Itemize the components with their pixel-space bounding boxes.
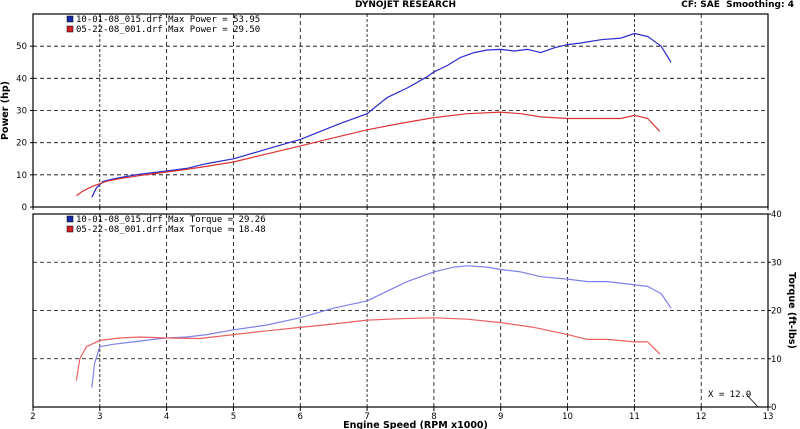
correction-factor-label: CF: SAE <box>681 0 720 10</box>
y-tick-label: 0 <box>771 403 776 413</box>
y-tick-label: 50 <box>16 42 27 52</box>
chart-header-title: DYNOJET RESEARCH <box>355 0 457 10</box>
x-tick-label: 5 <box>231 412 236 422</box>
x-tick-label: 4 <box>164 412 169 422</box>
x-tick-label: 13 <box>763 412 774 422</box>
series-line-run2 <box>75 317 661 381</box>
y-tick-label: 30 <box>771 258 782 268</box>
legend-swatch <box>66 225 74 233</box>
y-axis-title: Power (hp) <box>0 81 11 140</box>
x-tick-label: 3 <box>97 412 102 422</box>
legend-entry: 10-01-08_015.drf Max Power = 53.95 <box>76 15 260 25</box>
x-tick-label: 10 <box>562 412 573 422</box>
x-tick-label: 9 <box>498 412 503 422</box>
legend-swatch <box>66 15 74 23</box>
y-tick-label: 10 <box>16 171 27 181</box>
x-axis-title: Engine Speed (RPM x1000) <box>343 420 488 429</box>
legend-entry: 05-22-08_001.drf Max Power = 29.50 <box>76 25 260 35</box>
y-tick-label: 0 <box>22 203 27 213</box>
legend-entry: 10-01-08_015.drf Max Torque = 29.26 <box>76 215 266 225</box>
series-line-run1 <box>91 265 672 388</box>
legend-entry: 05-22-08_001.drf Max Torque = 18.48 <box>76 225 266 235</box>
series-line-run1 <box>91 32 672 198</box>
y-tick-label: 20 <box>16 139 27 149</box>
x-tick-label: 2 <box>30 412 35 422</box>
chart-header-settings: CF: SAE Smoothing: 4 <box>681 0 794 10</box>
panel-torque: 0 10 20 30 40 Torque (ft-lbs) 10-01-08_015.drf… <box>32 210 797 413</box>
cursor-readout: X = 12.9 <box>708 390 751 400</box>
y-axis-title: Torque (ft-lbs) <box>786 272 797 349</box>
x-tick-label: 6 <box>298 412 303 422</box>
y-tick-label: 20 <box>771 307 782 317</box>
x-tick-label: 8 <box>431 412 436 422</box>
y-tick-label: 40 <box>771 210 782 220</box>
series-line-run2 <box>76 111 661 197</box>
cursor-pointer-line <box>745 393 759 408</box>
x-tick-label: 12 <box>696 412 707 422</box>
legend-swatch <box>66 25 74 33</box>
y-tick-label: 10 <box>771 355 782 365</box>
y-tick-label: 40 <box>16 74 27 84</box>
legend-swatch <box>66 215 74 223</box>
panel-power: 0 10 20 30 40 50 Power (hp) 10-01-08_015.drf Ma… <box>0 13 769 213</box>
x-tick-label: 11 <box>629 412 640 422</box>
y-tick-label: 30 <box>16 107 27 117</box>
smoothing-label: Smoothing: 4 <box>726 0 794 10</box>
x-tick-label: 7 <box>364 412 369 422</box>
